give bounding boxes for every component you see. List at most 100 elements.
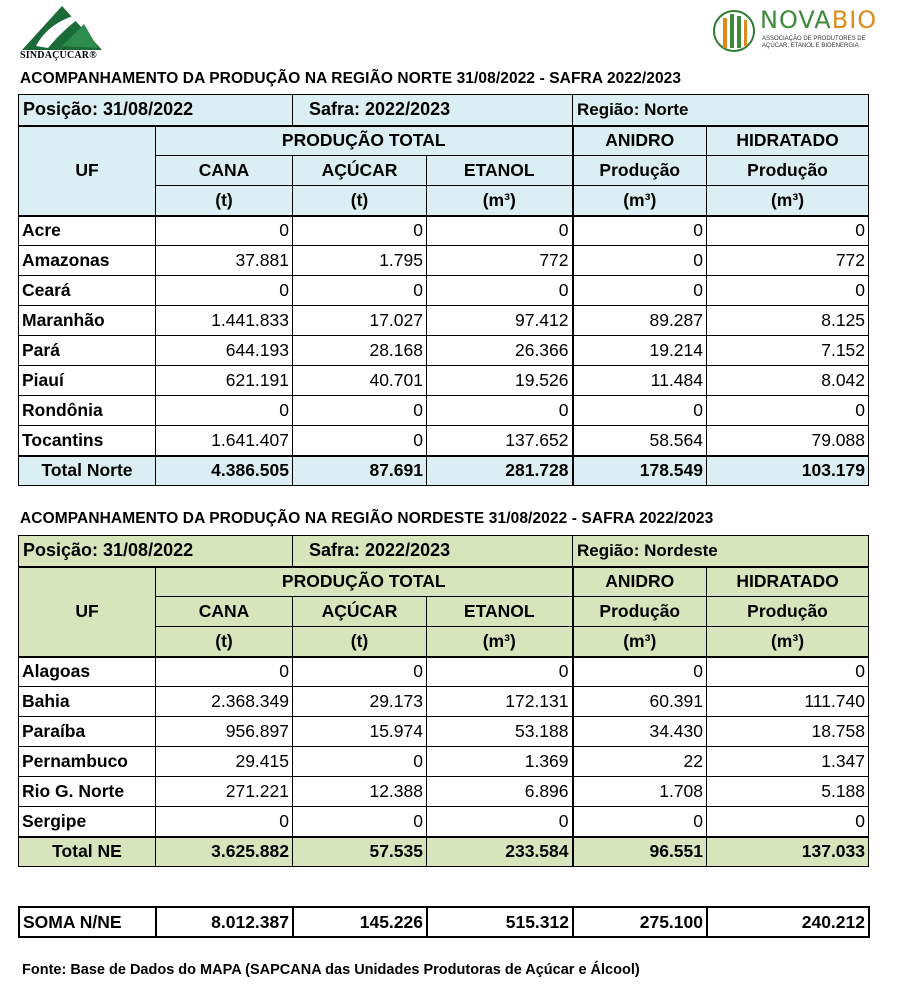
northeast-total-acucar: 57.535 — [292, 835, 427, 867]
table-row: Piauí 621.191 40.701 19.526 11.484 8.042 — [18, 365, 870, 396]
hidratado-value: 8.125 — [706, 305, 870, 336]
cana-value: 956.897 — [155, 716, 293, 747]
acucar-value: 12.388 — [292, 776, 427, 807]
north-total-label: Total Norte — [18, 454, 156, 486]
northeast-etanol-unit: (m³) — [425, 626, 574, 657]
cana-value: 1.441.833 — [155, 305, 293, 336]
hidratado-value: 8.042 — [706, 365, 870, 396]
etanol-value: 0 — [425, 806, 574, 837]
north-total-cana: 4.386.505 — [155, 454, 293, 486]
table-row: Acre 0 0 0 0 0 — [18, 214, 870, 246]
northeast-total-label: Total NE — [18, 835, 156, 867]
northeast-cana-unit: (t) — [155, 626, 293, 657]
north-hidratado-header: HIDRATADO — [706, 124, 870, 156]
cana-value: 1.641.407 — [155, 425, 293, 456]
north-uf-header: UF — [18, 124, 156, 216]
northeast-acucar-header: AÇÚCAR — [292, 596, 427, 627]
etanol-value: 0 — [425, 275, 574, 306]
source-footnote: Fonte: Base de Dados do MAPA (SAPCANA da… — [22, 962, 640, 978]
state-name: Bahia — [18, 686, 156, 717]
soma-row: SOMA N/NE 8.012.387 145.226 515.312 275.… — [18, 906, 870, 938]
novabio-wordmark-nova: NOVA — [760, 6, 832, 34]
state-name: Ceará — [18, 275, 156, 306]
etanol-value: 53.188 — [425, 716, 574, 747]
cana-value: 621.191 — [155, 365, 293, 396]
anidro-value: 0 — [571, 806, 708, 837]
acucar-value: 0 — [292, 655, 427, 687]
table-row: Pará 644.193 28.168 26.366 19.214 7.152 — [18, 335, 870, 366]
state-name: Piauí — [18, 365, 156, 396]
acucar-value: 0 — [292, 746, 427, 777]
soma-label: SOMA N/NE — [18, 906, 157, 938]
cana-value: 37.881 — [155, 245, 293, 276]
acucar-value: 1.795 — [292, 245, 427, 276]
north-posicao: Posição: 31/08/2022 — [18, 94, 293, 126]
etanol-value: 137.652 — [425, 425, 574, 456]
north-anidro-producao-header: Produção — [571, 155, 708, 186]
table-row: Rio G. Norte 271.221 12.388 6.896 1.708 5.188 — [18, 776, 870, 807]
table-row: Bahia 2.368.349 29.173 172.131 60.391 111.740 — [18, 686, 870, 717]
hidratado-value: 0 — [706, 275, 870, 306]
north-acucar-unit: (t) — [292, 185, 427, 216]
northeast-producao-total-header: PRODUÇÃO TOTAL — [154, 565, 574, 597]
cana-value: 644.193 — [155, 335, 293, 366]
hidratado-value: 1.347 — [706, 746, 870, 777]
acucar-value: 17.027 — [292, 305, 427, 336]
state-name: Pernambuco — [18, 746, 156, 777]
etanol-value: 6.896 — [425, 776, 574, 807]
hidratado-value: 111.740 — [706, 686, 870, 717]
etanol-value: 772 — [425, 245, 574, 276]
northeast-total-hidratado: 137.033 — [706, 835, 870, 867]
state-name: Sergipe — [18, 806, 156, 837]
acucar-value: 29.173 — [292, 686, 427, 717]
anidro-value: 60.391 — [571, 686, 708, 717]
north-total-hidratado: 103.179 — [706, 454, 870, 486]
north-total-row: Total Norte 4.386.505 87.691 281.728 178… — [18, 454, 870, 486]
cana-value: 29.415 — [155, 746, 293, 777]
table-row: Maranhão 1.441.833 17.027 97.412 89.287 8.125 — [18, 305, 870, 336]
northeast-anidro-producao-header: Produção — [571, 596, 708, 627]
anidro-value: 0 — [571, 395, 708, 426]
anidro-value: 89.287 — [571, 305, 708, 336]
hidratado-value: 0 — [706, 655, 870, 687]
anidro-value: 11.484 — [571, 365, 708, 396]
acucar-value: 0 — [292, 395, 427, 426]
table-row: Alagoas 0 0 0 0 0 — [18, 655, 870, 687]
northeast-anidro-unit: (m³) — [571, 626, 708, 657]
state-name: Maranhão — [18, 305, 156, 336]
sindacucar-wordmark: SINDAÇÚCAR® — [20, 50, 97, 61]
anidro-value: 34.430 — [571, 716, 708, 747]
state-name: Rio G. Norte — [18, 776, 156, 807]
northeast-total-cana: 3.625.882 — [155, 835, 293, 867]
hidratado-value: 0 — [706, 806, 870, 837]
table-row: Tocantins 1.641.407 0 137.652 58.564 79.088 — [18, 425, 870, 456]
northeast-acucar-unit: (t) — [292, 626, 427, 657]
state-name: Amazonas — [18, 245, 156, 276]
northeast-regiao: Região: Nordeste — [572, 535, 870, 567]
acucar-value: 15.974 — [292, 716, 427, 747]
hidratado-value: 772 — [706, 245, 870, 276]
northeast-total-anidro: 96.551 — [571, 835, 708, 867]
soma-etanol: 515.312 — [426, 906, 574, 938]
soma-table: SOMA N/NE 8.012.387 145.226 515.312 275.… — [18, 906, 870, 938]
etanol-value: 172.131 — [425, 686, 574, 717]
etanol-value: 0 — [425, 655, 574, 687]
acucar-value: 40.701 — [292, 365, 427, 396]
hidratado-value: 7.152 — [706, 335, 870, 366]
anidro-value: 0 — [571, 245, 708, 276]
soma-acucar: 145.226 — [292, 906, 428, 938]
anidro-value: 0 — [571, 655, 708, 687]
north-title: ACOMPANHAMENTO DA PRODUÇÃO NA REGIÃO NOR… — [20, 70, 682, 87]
acucar-value: 0 — [292, 425, 427, 456]
anidro-value: 0 — [571, 275, 708, 306]
north-position-row: Posição: 31/08/2022 Safra: 2022/2023 Reg… — [18, 94, 870, 126]
table-row: Ceará 0 0 0 0 0 — [18, 275, 870, 306]
acucar-value: 0 — [292, 806, 427, 837]
northeast-hidratado-unit: (m³) — [706, 626, 870, 657]
sindacucar-logo: SINDAÇÚCAR® — [18, 2, 110, 64]
etanol-value: 26.366 — [425, 335, 574, 366]
cana-value: 0 — [155, 275, 293, 306]
state-name: Paraíba — [18, 716, 156, 747]
cana-value: 0 — [155, 214, 293, 246]
etanol-value: 0 — [425, 214, 574, 246]
